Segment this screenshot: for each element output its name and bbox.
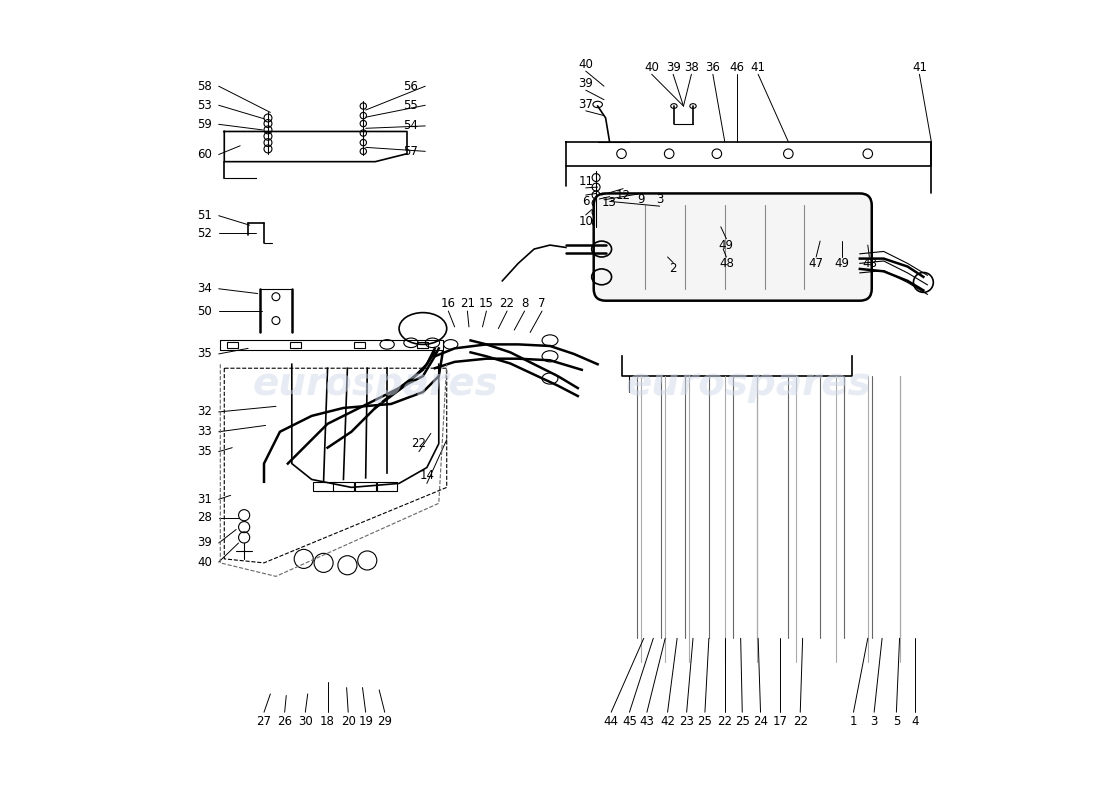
- Text: 46: 46: [729, 62, 745, 74]
- Bar: [333, 482, 354, 491]
- Text: 31: 31: [197, 493, 212, 506]
- Text: 33: 33: [197, 426, 212, 438]
- Bar: [377, 482, 397, 491]
- Text: 14: 14: [419, 469, 435, 482]
- Text: 58: 58: [197, 80, 212, 93]
- Text: 34: 34: [197, 282, 212, 295]
- Text: 40: 40: [579, 58, 593, 71]
- Text: 1: 1: [849, 715, 857, 728]
- Text: 26: 26: [277, 715, 293, 728]
- Text: 38: 38: [684, 62, 699, 74]
- Text: 13: 13: [602, 197, 617, 210]
- Text: 22: 22: [499, 297, 515, 310]
- Text: 50: 50: [197, 305, 212, 318]
- Text: 9: 9: [638, 194, 645, 206]
- Text: 60: 60: [197, 148, 212, 161]
- Bar: [355, 482, 376, 491]
- Text: 42: 42: [660, 715, 675, 728]
- Text: 35: 35: [197, 347, 212, 361]
- Bar: [354, 342, 365, 348]
- Text: 47: 47: [808, 257, 824, 270]
- Text: 8: 8: [521, 297, 528, 310]
- Text: eurospares: eurospares: [252, 365, 498, 403]
- FancyBboxPatch shape: [594, 194, 871, 301]
- Text: 32: 32: [197, 406, 212, 418]
- Text: 3: 3: [870, 715, 878, 728]
- Text: 51: 51: [197, 209, 212, 222]
- Text: 44: 44: [604, 715, 618, 728]
- Text: 48: 48: [719, 257, 734, 270]
- Text: 20: 20: [341, 715, 355, 728]
- Text: 40: 40: [197, 555, 212, 569]
- Text: 30: 30: [298, 715, 312, 728]
- Text: 59: 59: [197, 118, 212, 131]
- Text: 4: 4: [912, 715, 920, 728]
- Bar: [290, 342, 301, 348]
- Text: 25: 25: [697, 715, 713, 728]
- Text: 27: 27: [256, 715, 272, 728]
- Text: 49: 49: [719, 238, 734, 251]
- Text: 15: 15: [478, 297, 494, 310]
- Text: 53: 53: [197, 98, 212, 112]
- Text: 10: 10: [579, 214, 593, 228]
- Bar: [314, 482, 334, 491]
- Text: 37: 37: [579, 98, 593, 111]
- Text: 28: 28: [197, 511, 212, 524]
- Text: 16: 16: [441, 297, 455, 310]
- Text: 22: 22: [793, 715, 807, 728]
- Bar: [417, 342, 429, 348]
- Text: 5: 5: [893, 715, 900, 728]
- Text: 35: 35: [197, 445, 212, 458]
- Text: 22: 22: [717, 715, 733, 728]
- Text: 56: 56: [404, 80, 418, 93]
- Bar: [227, 342, 238, 348]
- Text: 52: 52: [197, 226, 212, 240]
- Text: 18: 18: [320, 715, 336, 728]
- Text: eurospares: eurospares: [626, 365, 871, 403]
- Text: 21: 21: [460, 297, 475, 310]
- Text: 23: 23: [679, 715, 694, 728]
- Text: 36: 36: [705, 62, 720, 74]
- Text: 57: 57: [404, 145, 418, 158]
- Text: 54: 54: [404, 119, 418, 133]
- Text: 2: 2: [670, 262, 676, 275]
- Text: 55: 55: [404, 98, 418, 112]
- Text: 48: 48: [862, 257, 877, 270]
- Text: 6: 6: [582, 195, 590, 208]
- Text: 49: 49: [835, 257, 850, 270]
- Text: 43: 43: [639, 715, 654, 728]
- Text: 19: 19: [359, 715, 373, 728]
- Text: 12: 12: [616, 189, 630, 202]
- Text: 17: 17: [773, 715, 788, 728]
- Text: 24: 24: [754, 715, 768, 728]
- Text: 41: 41: [912, 62, 927, 74]
- Text: 45: 45: [621, 715, 637, 728]
- Text: 39: 39: [579, 78, 593, 90]
- Text: 22: 22: [411, 437, 427, 450]
- Text: 40: 40: [645, 62, 659, 74]
- Text: 25: 25: [735, 715, 750, 728]
- Text: 41: 41: [750, 62, 766, 74]
- Text: 3: 3: [656, 194, 663, 206]
- Text: 7: 7: [538, 297, 546, 310]
- Text: 39: 39: [197, 537, 212, 550]
- Text: 11: 11: [579, 175, 593, 188]
- Text: 29: 29: [377, 715, 393, 728]
- Text: 39: 39: [666, 62, 681, 74]
